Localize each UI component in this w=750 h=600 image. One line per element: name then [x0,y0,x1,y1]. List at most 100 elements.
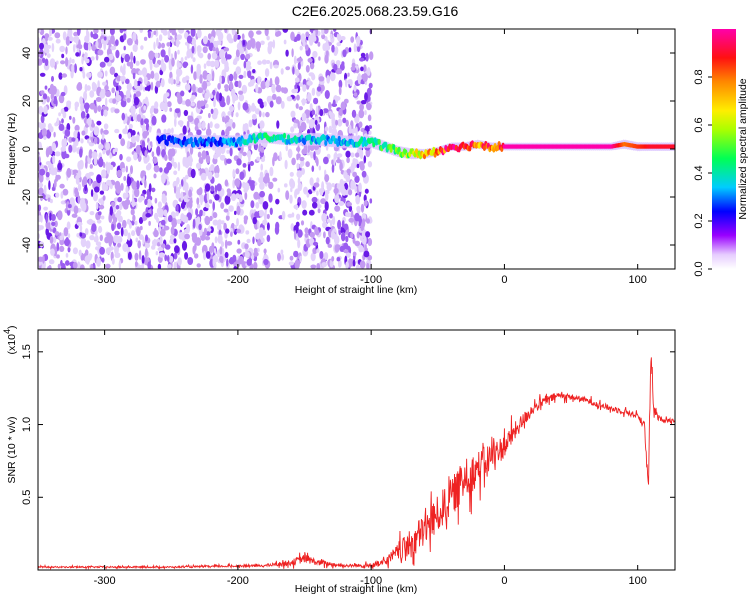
spectrogram-noise-mark [135,91,142,97]
spectrogram-noise-mark [334,205,341,212]
spectrogram-noise-mark [131,111,135,117]
spectrogram-noise-mark [123,63,126,72]
spectrogram-noise-mark [57,263,61,269]
spectrogram-noise-mark [360,52,366,58]
spectrogram-noise-mark [337,259,342,268]
spectrogram-noise-mark [290,126,295,133]
spectrogram-noise-mark [213,98,216,108]
spectrogram-noise-mark [62,188,69,196]
spectrogram-noise-mark [269,61,273,70]
spectrogram-noise-mark [99,234,104,241]
spectrogram-noise-mark [146,198,152,208]
spectrogram-noise-mark [76,221,83,226]
spectrogram-noise-mark [196,129,202,136]
spectrogram-noise-mark [295,103,299,109]
spectrogram-noise-mark [350,180,355,190]
spectrogram-noise-mark [347,72,350,77]
spectrogram-noise-mark [59,45,66,53]
spectrogram-noise-mark [47,44,51,49]
spectrogram-noise-mark [155,80,161,88]
spectrogram-noise-mark [84,135,90,140]
spectrogram-noise-mark [43,206,48,211]
spectrogram-noise-mark [356,163,360,169]
spectrogram-noise-mark [205,128,212,137]
spectrogram-noise-mark [314,226,319,236]
spectrogram-noise-mark [138,70,143,76]
spectrogram-noise-mark [272,39,276,49]
spectrogram-noise-mark [315,105,319,115]
spectrogram-noise-mark [60,191,64,199]
spectrogram-noise-mark [226,258,229,267]
spectrogram-noise-mark [307,57,313,63]
spectrogram-noise-mark [178,183,182,190]
spectrogram-noise-mark [63,227,69,237]
spectrogram-noise-mark [54,122,58,127]
spectrogram-noise-mark [81,202,87,212]
spectrogram-noise-mark [89,164,94,169]
spectrogram-noise-mark [358,215,362,225]
spectrogram-noise-mark [297,229,303,238]
spectrogram-noise-mark [40,214,43,223]
spectrogram-noise-mark [325,236,330,245]
spectrogram-noise-mark [255,30,262,35]
spectrogram-noise-mark [73,31,79,37]
spectrogram-noise-mark [79,264,85,269]
spectrogram-noise-mark [265,111,270,118]
spectrogram-noise-mark [164,102,168,108]
spectrogram-noise-mark [58,72,63,80]
spectrogram-noise-mark [217,219,222,226]
spectrogram-noise-mark [289,255,294,261]
spectrogram-noise-mark [236,259,241,268]
spectrogram-noise-mark [311,36,316,41]
spectrogram-noise-mark [299,162,303,169]
spectrogram-noise-mark [173,79,176,85]
spectrogram-noise-mark [338,86,342,96]
spectrogram-noise-mark [275,198,280,205]
spectrogram-noise-mark [115,204,120,210]
spectrogram-noise-mark [238,74,244,79]
spectrogram-noise-mark [77,183,82,191]
spectrogram-noise-mark [324,201,329,211]
x-tick-label: -100 [360,274,382,286]
spectrogram-noise-mark [163,209,168,217]
spectrogram-noise-mark [211,52,218,60]
spectrogram-noise-mark [43,184,47,195]
spectrogram-noise-mark [359,103,364,111]
spectrogram-noise-mark [353,84,357,92]
spectrogram-noise-mark [345,252,351,258]
spectrogram-noise-mark [282,29,289,33]
spectrogram-noise-mark [367,161,373,168]
spectrogram-noise-mark [269,207,273,215]
spectrogram-noise-mark [186,223,191,234]
spectrogram-noise-mark [368,82,373,89]
spectrogram-noise-mark [103,36,107,41]
spectrogram-noise-mark [328,125,333,134]
spectrogram-noise-mark [155,251,159,256]
y-tick-label: 40 [21,47,33,59]
spectrogram-noise-mark [316,248,320,253]
spectrogram-noise-mark [257,220,260,229]
spectrogram-noise-mark [111,87,115,94]
spectrogram-noise-mark [357,75,361,85]
spectrogram-noise-mark [66,221,71,230]
spectrogram-noise-mark [368,130,372,135]
spectrogram-noise-mark [51,186,56,191]
spectrogram-noise-mark [238,194,243,203]
spectrogram-noise-mark [69,115,72,120]
spectrogram-noise-mark [297,145,300,154]
spectrogram-noise-mark [202,35,208,45]
spectrogram-noise-mark [340,36,346,41]
spectrogram-noise-mark [154,101,159,109]
spectrogram-noise-mark [269,166,274,177]
spectrogram-noise-mark [317,41,321,47]
spectrogram-noise-mark [305,161,310,168]
spectrogram-ridge-mark [377,138,381,145]
spectrogram-noise-mark [225,214,230,221]
spectrogram-noise-mark [228,73,234,82]
spectrogram-noise-mark [256,156,261,161]
spectrogram-noise-mark [56,254,60,259]
spectrogram-noise-mark [346,201,352,207]
spectrogram-noise-mark [161,42,165,49]
spectrogram-noise-mark [343,249,349,254]
spectrogram-noise-mark [234,210,237,215]
